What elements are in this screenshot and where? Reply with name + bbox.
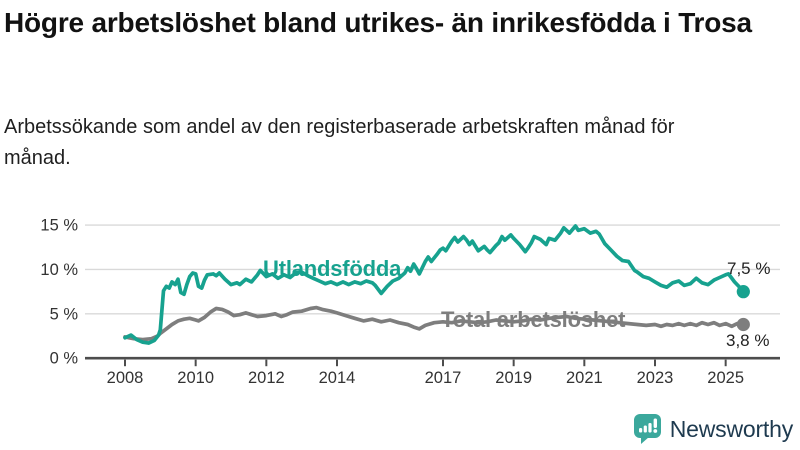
y-tick-label: 0 % <box>50 350 79 368</box>
newsworthy-logo: Newsworthy <box>633 413 793 445</box>
x-tick-label: 2021 <box>566 369 603 387</box>
y-tick-label: 15 % <box>40 217 78 235</box>
end-value-total-arbetsloshet: 3,8 % <box>726 331 770 350</box>
page-title: Högre arbetslöshet bland utrikes- än inr… <box>4 7 752 38</box>
x-tick-label: 2008 <box>107 369 144 387</box>
series-label-total-arbetsloshet: Total arbetslöshet <box>441 307 626 332</box>
x-tick-label: 2014 <box>319 369 356 387</box>
series-line-utlandsf-dda <box>123 224 746 345</box>
x-tick-label: 2025 <box>707 369 744 387</box>
y-tick-label: 5 % <box>50 305 79 323</box>
chart-subtitle: Arbetssökande som andel av den registerb… <box>4 116 675 169</box>
series-end-dot <box>736 285 750 299</box>
x-tick-label: 2019 <box>495 369 532 387</box>
series-line-total-arbetsl-shet <box>123 305 746 342</box>
x-tick-label: 2012 <box>248 369 285 387</box>
x-tick-label: 2017 <box>425 369 462 387</box>
newsworthy-chart-bubble-icon <box>633 414 661 444</box>
brand-name: Newsworthy <box>669 415 793 442</box>
series-label-utlandsfodda: Utlandsfödda <box>263 256 402 281</box>
x-tick-label: 2010 <box>177 369 214 387</box>
y-tick-label: 10 % <box>40 261 78 279</box>
series-end-dot <box>736 317 750 332</box>
end-value-utlandsfodda: 7,5 % <box>727 259 771 278</box>
x-tick-label: 2023 <box>637 369 674 387</box>
